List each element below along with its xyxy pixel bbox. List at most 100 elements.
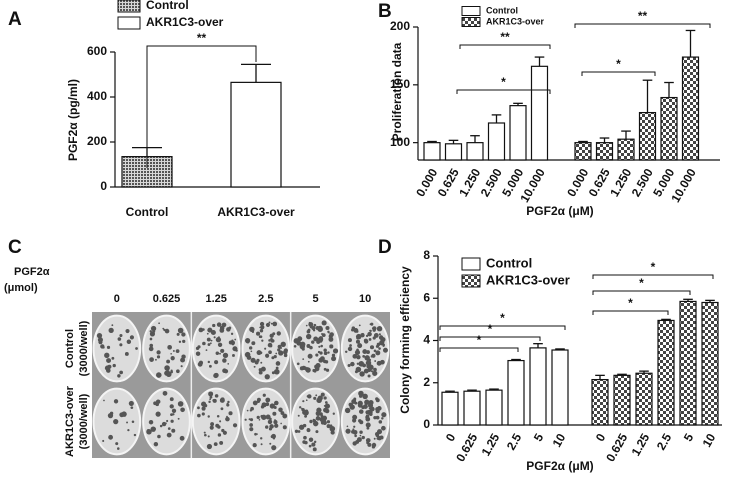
colony — [130, 406, 134, 410]
colony — [280, 341, 286, 347]
colony — [362, 349, 368, 354]
column-label: 5 — [312, 293, 318, 305]
colony — [371, 353, 376, 358]
colony — [299, 406, 302, 409]
colony — [180, 407, 185, 413]
colony — [357, 343, 363, 349]
row-header: PGF2α — [14, 266, 50, 278]
colony — [349, 404, 355, 410]
colony — [219, 440, 224, 445]
colony — [268, 339, 271, 342]
legend-label: Control — [486, 5, 518, 15]
colony — [278, 350, 284, 356]
colony — [283, 348, 288, 353]
x-axis-label: PGF2α (μM) — [526, 204, 593, 218]
colony — [212, 398, 217, 403]
colony — [213, 336, 216, 339]
colony — [209, 395, 213, 399]
significance-bracket — [592, 274, 714, 279]
panel: A PGF2α (pg/ml) 0 200 400 600 Control AKR1C3-ov… — [8, 0, 320, 219]
y-tick-label: 4 — [423, 333, 430, 347]
significance-label: ** — [500, 30, 510, 44]
colony — [347, 346, 353, 352]
colony — [222, 358, 227, 363]
colony — [164, 328, 170, 334]
row-label: (3000/well) — [78, 393, 90, 449]
colony — [203, 431, 206, 434]
colony — [265, 322, 271, 327]
colony — [272, 437, 276, 440]
colony — [359, 430, 363, 434]
colony — [376, 344, 380, 348]
colony — [381, 412, 387, 418]
colony — [106, 345, 111, 350]
panel-label: D — [378, 237, 392, 258]
colony — [296, 362, 300, 366]
x-axis-label: PGF2α (μM) — [526, 459, 593, 473]
significance-bracket — [581, 71, 656, 76]
colony — [273, 420, 278, 425]
colony — [275, 366, 279, 370]
colony — [182, 339, 186, 343]
colony — [102, 439, 105, 442]
colony — [267, 342, 273, 348]
colony — [308, 321, 311, 324]
colony — [323, 404, 326, 407]
colony — [258, 418, 261, 421]
colony — [376, 406, 382, 411]
colony — [250, 357, 256, 363]
colony — [227, 362, 230, 365]
culture-dish — [291, 314, 340, 383]
colony — [271, 356, 275, 360]
colony — [230, 332, 234, 336]
colony — [313, 323, 317, 327]
colony — [217, 433, 222, 437]
colony — [356, 336, 359, 340]
colony — [329, 332, 334, 337]
colony — [153, 441, 159, 447]
colony — [312, 329, 316, 332]
x-tick-label: 2.5 — [654, 431, 675, 453]
bar — [701, 301, 719, 426]
colony — [359, 371, 365, 377]
y-axis-label: Proliferation data — [390, 42, 404, 141]
colony — [97, 337, 103, 343]
colony — [368, 364, 374, 371]
significance-bracket — [459, 44, 551, 49]
colony — [322, 420, 327, 426]
colony — [379, 340, 385, 346]
colony — [148, 346, 154, 352]
colony — [131, 420, 135, 423]
colony — [317, 325, 323, 331]
colony — [115, 442, 119, 446]
colony — [275, 352, 278, 355]
colony — [156, 355, 161, 359]
colony — [269, 442, 272, 445]
legend-swatch — [461, 17, 481, 27]
x-tick-label: 0 — [593, 431, 609, 444]
legend-label: Control — [146, 0, 189, 12]
colony — [210, 339, 213, 342]
colony — [277, 348, 281, 352]
bar — [530, 65, 549, 161]
colony — [103, 399, 105, 402]
colony — [260, 443, 263, 446]
colony — [166, 419, 169, 423]
colony — [259, 329, 264, 333]
bar — [657, 319, 675, 426]
colony — [328, 336, 334, 342]
colony — [195, 351, 201, 356]
colony — [268, 350, 272, 355]
colony — [344, 350, 348, 354]
colony — [362, 355, 366, 358]
bar — [679, 300, 697, 426]
colony — [369, 329, 371, 332]
colony — [271, 445, 277, 451]
colony — [206, 332, 209, 335]
colony — [104, 352, 110, 358]
colony — [244, 337, 251, 344]
colony — [332, 412, 335, 415]
colony — [324, 401, 328, 404]
colony — [166, 359, 171, 364]
